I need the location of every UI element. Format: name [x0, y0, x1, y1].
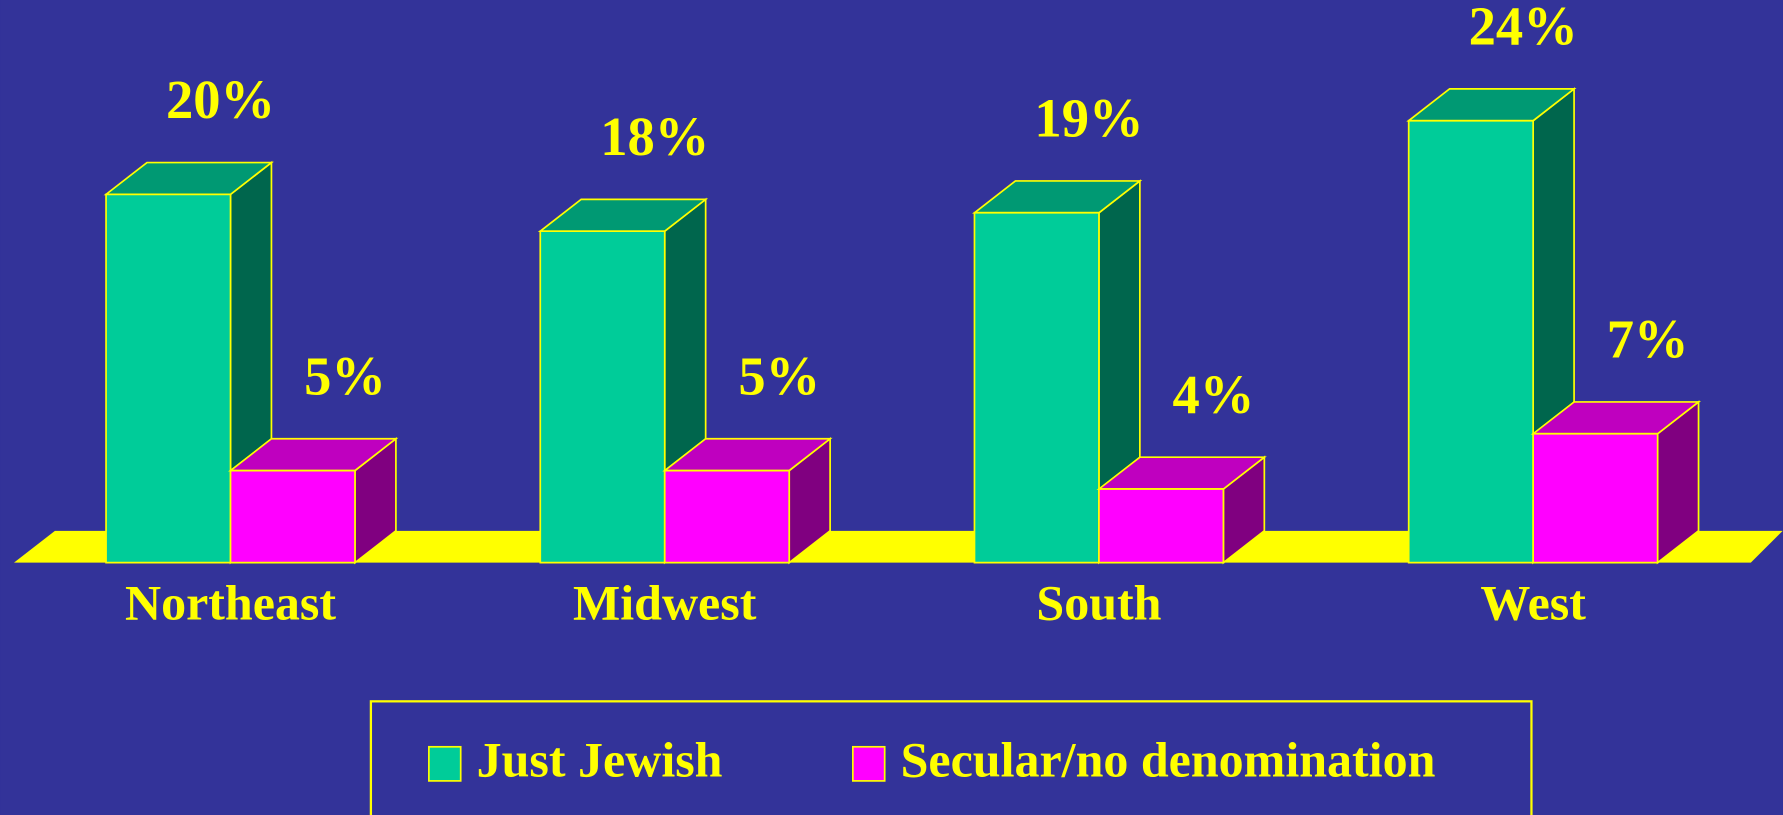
value-label: 4% — [1173, 364, 1255, 425]
x-tick-label: Midwest — [573, 575, 757, 631]
bar-front — [663, 469, 791, 564]
legend-swatch — [428, 745, 462, 782]
bar-front — [105, 193, 232, 564]
bar — [228, 437, 399, 565]
legend-box — [369, 700, 1533, 815]
bar-front — [973, 211, 1100, 564]
bar — [103, 160, 274, 565]
bar — [1530, 400, 1702, 565]
bar-front — [1407, 119, 1535, 564]
value-label: 24% — [1469, 0, 1578, 57]
legend-label: Secular/no denomination — [901, 731, 1436, 787]
legend-swatch — [852, 745, 886, 782]
value-label: 18% — [600, 106, 709, 167]
value-label: 5% — [304, 345, 386, 406]
value-label: 19% — [1034, 88, 1143, 149]
bar-front — [1098, 488, 1225, 564]
bar — [1096, 455, 1267, 565]
legend-label: Just Jewish — [477, 731, 723, 787]
bar-front — [1532, 432, 1659, 564]
x-tick-label: West — [1480, 575, 1586, 631]
x-tick-label: South — [1036, 575, 1161, 631]
value-label: 5% — [738, 345, 820, 406]
value-label: 20% — [166, 69, 275, 130]
value-label: 7% — [1607, 309, 1689, 370]
bar-front — [229, 469, 356, 564]
x-tick-label: Northeast — [125, 575, 336, 631]
floor — [13, 530, 1783, 563]
bar — [971, 179, 1143, 565]
bar — [662, 437, 833, 565]
bar-front — [539, 230, 666, 564]
